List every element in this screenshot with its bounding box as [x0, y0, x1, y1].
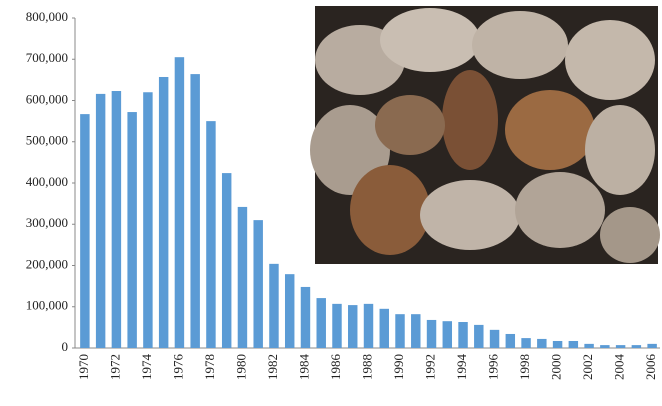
bar	[395, 314, 405, 348]
bar	[158, 76, 169, 349]
y-tick-label: 0	[62, 339, 69, 354]
y-tick-label: 500,000	[26, 133, 68, 148]
x-tick-label: 1998	[517, 354, 532, 380]
bar	[489, 329, 500, 348]
y-tick-label: 600,000	[26, 91, 68, 106]
bar	[316, 298, 326, 348]
x-tick-label: 1994	[454, 354, 469, 381]
bar	[631, 345, 642, 348]
y-tick-label: 100,000	[26, 298, 68, 313]
bar	[206, 121, 216, 348]
bar	[568, 340, 579, 348]
x-tick-label: 1972	[107, 354, 122, 380]
bar	[363, 303, 374, 348]
bar	[237, 206, 248, 348]
bar	[80, 114, 90, 348]
bar	[615, 345, 626, 348]
y-tick-label: 700,000	[26, 50, 68, 65]
x-tick-label: 2004	[612, 354, 627, 381]
y-tick-label: 400,000	[26, 174, 68, 189]
x-tick-label: 1988	[359, 354, 374, 380]
x-tick-label: 2000	[549, 354, 564, 380]
x-tick-label: 2006	[643, 354, 658, 381]
bar	[600, 345, 610, 348]
x-tick-label: 1990	[391, 354, 406, 380]
x-tick-label: 1978	[202, 354, 217, 380]
bar	[269, 263, 279, 348]
x-tick-label: 1992	[423, 354, 438, 380]
bar	[521, 338, 531, 348]
y-tick-label: 300,000	[26, 215, 68, 230]
bar	[284, 274, 295, 348]
bar	[442, 321, 453, 348]
bar	[143, 92, 153, 348]
bar	[95, 93, 106, 349]
bar	[379, 308, 389, 348]
bar	[647, 343, 657, 348]
x-tick-label: 1982	[265, 354, 280, 380]
photo	[310, 6, 660, 264]
y-tick-label: 800,000	[26, 9, 68, 24]
bar	[411, 314, 421, 348]
y-tick-label: 200,000	[26, 256, 68, 271]
bar	[221, 173, 232, 348]
bar	[174, 57, 185, 348]
bar	[127, 112, 137, 348]
bar	[458, 322, 468, 348]
x-tick-label: 1980	[233, 354, 248, 380]
x-tick-label: 1974	[139, 354, 154, 381]
x-tick-label: 1984	[296, 354, 311, 381]
bar	[348, 305, 358, 348]
bar	[552, 340, 563, 348]
bar	[300, 286, 311, 348]
bar	[332, 303, 342, 348]
x-tick-label: 1996	[486, 354, 501, 381]
bar	[426, 319, 437, 348]
bar	[253, 220, 263, 348]
bar	[190, 74, 200, 348]
bar	[474, 324, 484, 348]
x-tick-label: 1986	[328, 354, 343, 381]
bar	[505, 333, 516, 348]
x-tick-label: 1976	[170, 354, 185, 381]
bar	[111, 91, 122, 348]
bar	[537, 338, 547, 348]
x-tick-label: 2002	[580, 354, 595, 380]
bar	[584, 343, 594, 348]
x-tick-label: 1970	[76, 354, 91, 380]
